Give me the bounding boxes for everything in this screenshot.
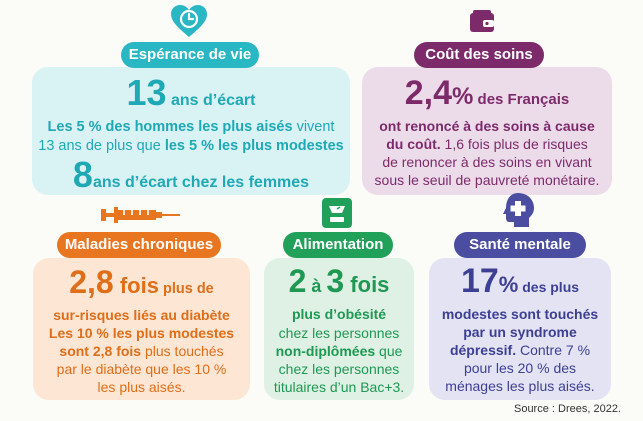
sante-line4: Contre 7 % — [516, 342, 591, 358]
maladies-line3: Les 10 % les plus modestes — [48, 325, 235, 341]
head-cross-icon — [502, 192, 536, 233]
alimentation-panel: 2 à 3 fois plus d’obésité chez les perso… — [264, 258, 414, 400]
alimentation-line5: chez les personnes — [278, 361, 400, 377]
esperance-line3: 13 ans de plus que — [38, 138, 165, 154]
esperance-line2-bold: Les 5 % des hommes les plus aisés — [47, 119, 293, 135]
maladies-line5: par le diabète que les 10 % — [56, 361, 227, 377]
cout-text-1: des Français — [473, 91, 570, 108]
sante-unit: % — [498, 272, 519, 297]
esperance-number-1: 13 — [126, 72, 167, 113]
cout-line5: sous le seuil de pauvreté monétaire. — [374, 172, 600, 188]
sante-title: Santé mentale — [454, 232, 586, 258]
sante-line6: ménages les plus aisés. — [445, 378, 595, 394]
alimentation-number-2: 3 — [326, 263, 345, 299]
sante-line5: pour les 20 % des — [463, 360, 577, 376]
alimentation-line6: titulaires d’un Bac+3. — [273, 379, 405, 395]
cout-panel: 2,4% des Français ont renoncé à des soin… — [362, 67, 612, 195]
maladies-line4: plus touchés — [144, 343, 224, 359]
sante-line2: modestes sont touchés — [441, 306, 599, 322]
wallet-icon — [469, 10, 495, 39]
esperance-number-2: 8 — [72, 154, 93, 195]
scale-icon — [322, 198, 352, 233]
heart-clock-icon — [171, 5, 207, 44]
cout-line4: de renoncer à des soins en vivant — [382, 154, 592, 170]
alimentation-line4: que — [375, 343, 403, 359]
maladies-panel: 2,8 fois plus de sur-risques liés au dia… — [33, 258, 250, 400]
sante-text-1: des plus — [518, 279, 580, 295]
cout-unit: % — [452, 83, 474, 110]
maladies-line2: sur-risques liés au diabète — [53, 307, 230, 323]
sante-line3: par un syndrome — [463, 324, 577, 340]
esperance-title: Espérance de vie — [121, 42, 259, 68]
cout-line2: ont renoncé à des soins à cause — [379, 118, 595, 134]
syringe-icon — [101, 205, 181, 230]
maladies-line6: les plus aisés. — [97, 379, 186, 395]
sante-number: 17 — [460, 262, 499, 300]
maladies-text-1: plus de — [158, 281, 214, 297]
cout-number: 2,4 — [404, 74, 453, 112]
maladies-unit: fois — [113, 273, 159, 298]
alimentation-unit: fois — [344, 272, 390, 297]
maladies-number: 2,8 — [69, 264, 114, 300]
esperance-panel: 13 ans d’écart Les 5 % des hommes les pl… — [32, 67, 350, 195]
cout-line3-bold: du coût. — [386, 136, 441, 152]
sante-line4-bold: dépressif. — [449, 342, 517, 358]
source-note: Source : Drees, 2022. — [513, 403, 621, 415]
esperance-unit-1: ans d’écart — [166, 92, 256, 109]
alimentation-line2: plus d’obésité — [291, 306, 387, 322]
alimentation-number-1: 2 — [288, 263, 307, 299]
cout-title: Coût des soins — [414, 42, 544, 68]
maladies-title: Maladies chroniques — [57, 232, 221, 258]
alimentation-line3: chez les personnes — [278, 325, 400, 341]
esperance-unit-2: ans d’écart chez les femmes — [92, 174, 310, 191]
alimentation-text-a: à — [306, 276, 327, 296]
cout-line3: 1,6 fois plus de risques — [440, 136, 588, 152]
esperance-line3-bold: les 5 % les plus modestes — [164, 138, 344, 154]
alimentation-title: Alimentation — [283, 232, 393, 258]
sante-panel: 17% des plus modestes sont touchés par u… — [429, 258, 611, 400]
esperance-line2: vivent — [292, 119, 335, 135]
maladies-line4-bold: sont 2,8 fois — [59, 343, 145, 359]
alimentation-line4-bold: non-diplômées — [275, 343, 376, 359]
